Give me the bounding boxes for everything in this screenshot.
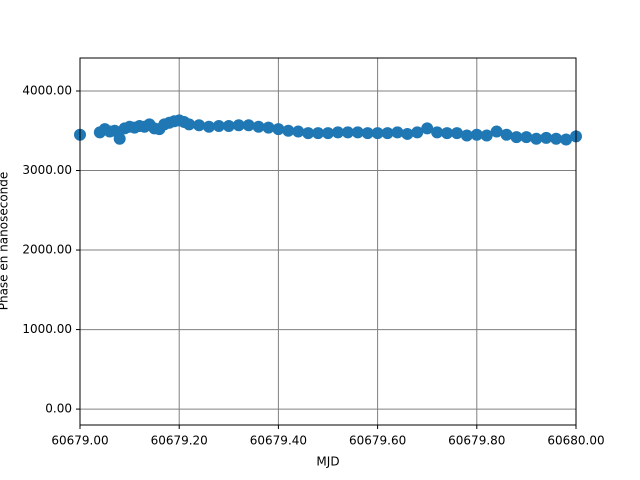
point bbox=[322, 127, 334, 140]
point bbox=[331, 126, 344, 139]
point bbox=[500, 128, 513, 141]
point bbox=[222, 119, 235, 132]
x-tick-label: 60679.80 bbox=[448, 434, 505, 448]
point bbox=[550, 132, 563, 145]
y-tick-label: 2000.00 bbox=[22, 243, 72, 257]
point bbox=[212, 119, 225, 132]
y-tick-label: 1000.00 bbox=[22, 322, 72, 336]
point bbox=[302, 127, 315, 140]
point bbox=[530, 132, 543, 145]
point bbox=[540, 131, 553, 144]
point bbox=[242, 119, 255, 132]
point bbox=[341, 126, 354, 139]
x-tick-label: 60680.00 bbox=[547, 434, 604, 448]
point bbox=[391, 126, 404, 139]
point bbox=[490, 125, 503, 138]
point bbox=[113, 132, 126, 145]
point bbox=[480, 129, 493, 142]
point bbox=[361, 127, 374, 140]
y-axis-label: Phase en nanoseconde bbox=[0, 172, 11, 311]
point bbox=[202, 120, 215, 133]
point bbox=[282, 124, 295, 137]
point bbox=[312, 127, 325, 140]
point bbox=[272, 123, 285, 136]
point bbox=[252, 120, 265, 133]
y-tick-label: 0.00 bbox=[45, 402, 72, 416]
point bbox=[520, 131, 533, 144]
point bbox=[460, 129, 473, 142]
x-tick-label: 60679.00 bbox=[51, 434, 108, 448]
y-tick-label: 4000.00 bbox=[22, 84, 72, 98]
point bbox=[262, 121, 275, 134]
point bbox=[470, 128, 483, 141]
point bbox=[371, 127, 384, 140]
point bbox=[232, 119, 245, 132]
x-tick-label: 60679.20 bbox=[151, 434, 208, 448]
point bbox=[411, 126, 424, 139]
point bbox=[292, 125, 305, 138]
point bbox=[351, 126, 364, 139]
x-axis-label: MJD bbox=[316, 455, 339, 469]
plot-frame bbox=[79, 57, 577, 426]
point bbox=[421, 122, 434, 135]
x-tick-label: 60679.60 bbox=[349, 434, 406, 448]
point bbox=[441, 127, 454, 140]
point bbox=[193, 119, 206, 132]
point bbox=[450, 127, 463, 140]
point bbox=[381, 127, 394, 140]
y-tick-label: 3000.00 bbox=[22, 163, 72, 177]
x-tick-label: 60679.40 bbox=[250, 434, 307, 448]
point bbox=[431, 126, 444, 139]
point bbox=[510, 131, 523, 144]
point bbox=[401, 127, 414, 140]
point bbox=[183, 118, 196, 131]
point bbox=[560, 133, 573, 146]
